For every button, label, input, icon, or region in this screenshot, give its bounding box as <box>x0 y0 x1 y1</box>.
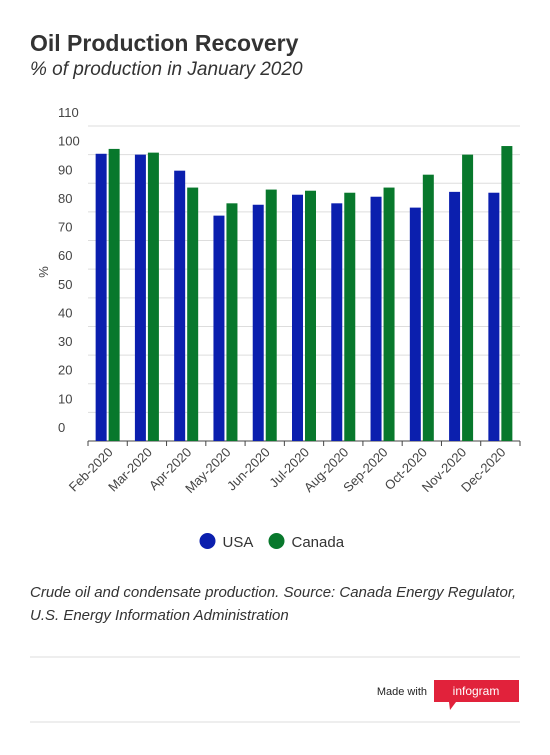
chart-title: Oil Production Recovery <box>30 30 299 56</box>
legend-marker <box>268 533 285 549</box>
y-tick-label: 40 <box>58 305 72 320</box>
y-tick-label: 100 <box>58 134 80 149</box>
y-tick-label: 30 <box>58 334 72 349</box>
legend-marker <box>199 533 216 549</box>
y-tick-label: 10 <box>58 391 72 406</box>
y-tick-label: 50 <box>58 277 72 292</box>
bar <box>331 203 343 441</box>
bar <box>305 190 316 441</box>
made-with: Made with <box>377 686 427 698</box>
note: Crude oil and condensate production. Sou… <box>30 584 517 624</box>
x-tick-label: Jun-2020 <box>224 445 273 494</box>
y-axis-label: % <box>36 266 51 278</box>
bar <box>134 154 146 442</box>
bar <box>383 187 395 441</box>
y-tick-label: 20 <box>58 363 72 378</box>
y-tick-label: 70 <box>58 220 72 235</box>
bar <box>370 196 382 441</box>
bar <box>462 154 474 442</box>
bar <box>252 204 264 441</box>
chart-subtitle: % of production in January 2020 <box>30 59 303 80</box>
bar <box>187 187 199 441</box>
y-tick-label: 90 <box>58 162 72 177</box>
bar <box>422 174 434 441</box>
bar <box>108 148 120 441</box>
bar <box>226 203 238 441</box>
bar <box>488 192 500 441</box>
y-tick-label: 0 <box>58 420 65 435</box>
y-tick-label: 110 <box>58 105 79 120</box>
y-tick-label: 60 <box>58 248 72 263</box>
bar <box>174 170 186 441</box>
bar <box>95 153 107 441</box>
brand-badge <box>434 680 519 710</box>
bar <box>265 189 277 441</box>
bar <box>409 207 421 441</box>
bar <box>213 215 225 441</box>
bar <box>147 152 159 441</box>
bar <box>344 192 356 441</box>
bar <box>501 146 513 441</box>
legend-label: Canada <box>292 534 345 551</box>
brand: infogram <box>453 684 500 698</box>
bar <box>292 194 303 441</box>
y-tick-label: 80 <box>58 191 72 206</box>
legend-label: USA <box>223 534 254 551</box>
bar <box>449 191 461 441</box>
